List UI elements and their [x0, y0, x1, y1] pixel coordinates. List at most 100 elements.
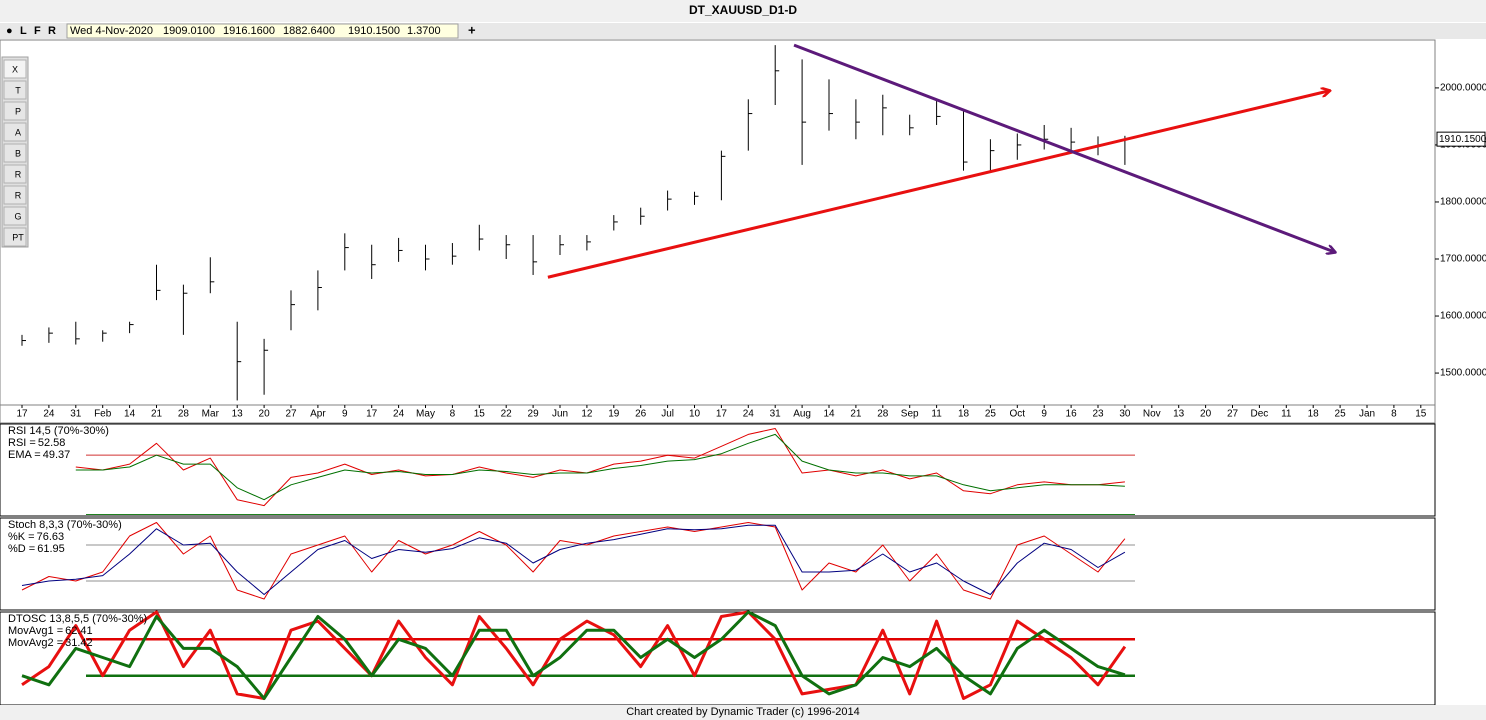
- x-tick-label: 28: [877, 409, 889, 420]
- x-tick-label: 8: [1391, 409, 1397, 420]
- legend-name: RSI =: [8, 437, 36, 449]
- trend-line: [793, 43, 1335, 252]
- legend-value: 61.95: [37, 543, 65, 555]
- add-button[interactable]: +: [468, 22, 476, 37]
- indicator-line: [21, 610, 1126, 700]
- panel-title: Stoch 8,3,3 (70%-30%): [8, 519, 122, 531]
- menu-item[interactable]: R: [48, 25, 56, 37]
- x-tick-label: 31: [70, 409, 82, 420]
- x-tick-label: 15: [474, 409, 486, 420]
- legend-value: 76.63: [37, 531, 65, 543]
- indicator-line: [75, 433, 1125, 501]
- footer: Chart created by Dynamic Trader (c) 1996…: [626, 706, 860, 718]
- tool-label: X: [12, 64, 18, 74]
- window-title: DT_XAUUSD_D1-D: [689, 3, 797, 17]
- y-tick-label: 1700.0000: [1440, 254, 1486, 265]
- status-bar: [0, 705, 1486, 720]
- y-tick-label: 1500.0000: [1440, 368, 1486, 379]
- x-tick-label: 15: [1415, 409, 1427, 420]
- x-tick-label: 24: [743, 409, 755, 420]
- legend-value: 31.42: [65, 637, 93, 649]
- info-box: [66, 23, 459, 39]
- x-tick-label: 14: [124, 409, 136, 420]
- x-tick-label: 13: [232, 409, 244, 420]
- x-tick-label: 22: [501, 409, 513, 420]
- x-tick-label: 11: [931, 409, 942, 420]
- tool-button[interactable]: [3, 122, 27, 142]
- x-tick-label: 31: [770, 409, 782, 420]
- tool-label: PT: [12, 232, 24, 242]
- x-tick-label: 21: [850, 409, 862, 420]
- y-tick-label: 1600.0000: [1440, 311, 1486, 322]
- tool-button[interactable]: [3, 80, 27, 100]
- x-tick-label: Feb: [94, 409, 112, 420]
- x-tick-label: Nov: [1143, 409, 1161, 420]
- date-axis: [0, 404, 1436, 424]
- info-date: Wed 4-Nov-2020: [70, 25, 153, 37]
- tool-label: R: [15, 190, 22, 200]
- x-tick-label: Sep: [901, 409, 919, 420]
- tool-label: A: [15, 127, 21, 137]
- tool-button[interactable]: [3, 143, 27, 163]
- indicator-line: [21, 522, 1126, 600]
- tool-label: B: [15, 148, 21, 158]
- x-tick-label: 16: [1066, 409, 1078, 420]
- x-tick-label: 27: [1227, 409, 1239, 420]
- x-tick-label: 9: [342, 409, 348, 420]
- price-tag-label: 1910.1500: [1439, 134, 1486, 145]
- x-tick-label: 24: [393, 409, 405, 420]
- tool-label: P: [15, 106, 21, 116]
- x-tick-label: 14: [823, 409, 835, 420]
- legend-name: MovAvg1 =: [8, 625, 63, 637]
- x-tick-label: 20: [259, 409, 271, 420]
- legend-value: 52.58: [38, 437, 66, 449]
- x-tick-label: 28: [178, 409, 190, 420]
- trend-line: [547, 91, 1329, 279]
- x-tick-label: 11: [1281, 409, 1292, 420]
- menu-item[interactable]: F: [34, 25, 41, 37]
- stoch-frame: [0, 517, 1436, 611]
- legend-name: EMA =: [8, 449, 41, 461]
- tool-button[interactable]: [3, 59, 27, 79]
- panel-title: DTOSC 13,8,5,5 (70%-30%): [8, 613, 147, 625]
- x-tick-label: May: [416, 409, 435, 420]
- x-tick-label: Jan: [1359, 409, 1375, 420]
- x-tick-label: 17: [16, 409, 28, 420]
- x-tick-label: 21: [151, 409, 163, 420]
- tool-button[interactable]: [3, 164, 27, 184]
- x-tick-label: 18: [958, 409, 970, 420]
- x-tick-label: 20: [1200, 409, 1212, 420]
- tool-button[interactable]: [3, 101, 27, 121]
- x-tick-label: 9: [1041, 409, 1047, 420]
- tool-button[interactable]: [3, 185, 27, 205]
- x-tick-label: Dec: [1251, 409, 1269, 420]
- info-value: 1916.1600: [223, 25, 275, 37]
- info-value: 1.3700: [407, 25, 441, 37]
- info-value: 1910.1500: [348, 25, 400, 37]
- info-value: 1909.0100: [163, 25, 215, 37]
- tool-button[interactable]: [3, 206, 27, 226]
- x-tick-label: 26: [635, 409, 647, 420]
- indicator-line: [21, 610, 1127, 700]
- menu-item[interactable]: L: [20, 25, 27, 37]
- x-tick-label: 17: [716, 409, 728, 420]
- x-tick-label: Jul: [661, 409, 674, 420]
- menu-item[interactable]: ●: [6, 25, 13, 37]
- x-tick-label: Jun: [552, 409, 568, 420]
- legend-name: %D =: [8, 543, 35, 555]
- x-tick-label: 29: [528, 409, 540, 420]
- x-tick-label: 8: [450, 409, 456, 420]
- x-tick-label: Mar: [202, 409, 220, 420]
- x-tick-label: 30: [1119, 409, 1131, 420]
- x-tick-label: 17: [366, 409, 378, 420]
- x-tick-label: Oct: [1010, 409, 1026, 420]
- x-tick-label: Apr: [310, 409, 326, 420]
- legend-value: 49.37: [43, 449, 71, 461]
- panel-title: RSI 14,5 (70%-30%): [8, 425, 109, 437]
- tool-button[interactable]: [3, 227, 27, 247]
- tool-label: T: [15, 85, 21, 95]
- x-tick-label: 12: [581, 409, 593, 420]
- tool-label: G: [14, 211, 21, 221]
